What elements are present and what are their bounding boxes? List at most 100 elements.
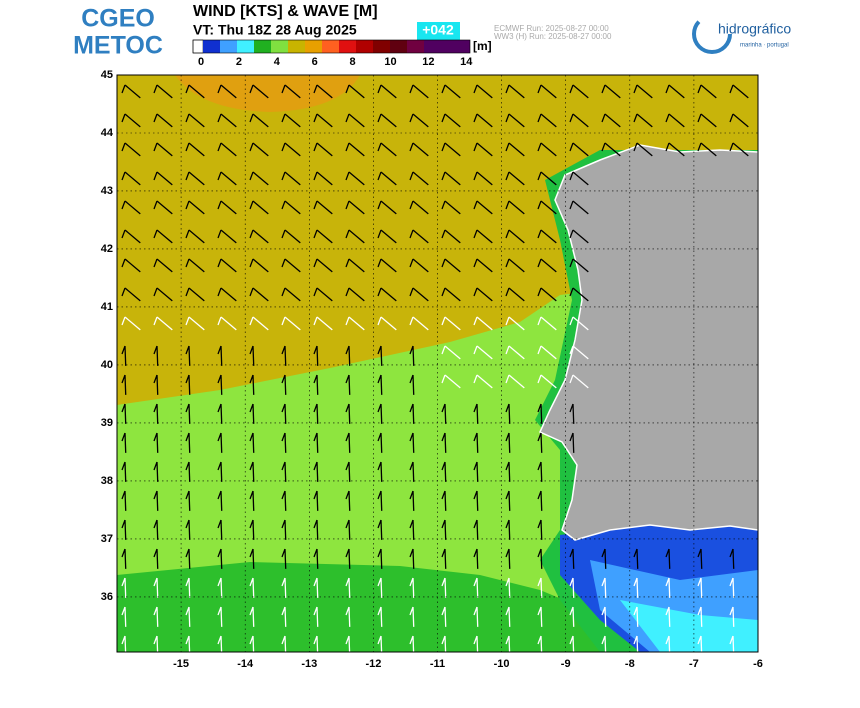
barb	[185, 374, 190, 384]
barb	[348, 316, 365, 331]
barb	[281, 171, 286, 181]
barb	[185, 635, 190, 645]
barb	[284, 635, 287, 656]
barb	[345, 606, 350, 616]
barb	[444, 374, 461, 389]
barb	[537, 519, 542, 529]
barb	[412, 113, 429, 128]
barb	[572, 171, 589, 186]
lat-label: 43	[101, 185, 113, 197]
barb	[444, 200, 461, 215]
barb	[348, 548, 351, 569]
barb	[441, 606, 446, 616]
barb	[537, 229, 542, 239]
barb	[732, 606, 735, 627]
barb	[316, 316, 333, 331]
barb	[633, 606, 638, 616]
barb	[665, 606, 670, 616]
barb	[313, 606, 318, 616]
barb	[729, 606, 734, 616]
barb	[380, 345, 383, 366]
barb	[377, 84, 382, 94]
run-info: ECMWF Run: 2025-08-27 00:00	[494, 24, 609, 33]
colorbar	[192, 39, 471, 54]
barb	[412, 374, 415, 395]
barb	[601, 635, 606, 645]
barb	[188, 142, 205, 157]
barb	[409, 403, 414, 413]
barb	[217, 287, 222, 297]
barb	[572, 200, 589, 215]
barb	[377, 432, 382, 442]
barb	[697, 577, 702, 587]
barb	[444, 461, 447, 482]
barb	[409, 519, 414, 529]
barb	[412, 606, 415, 627]
barb	[220, 403, 223, 424]
barb	[156, 606, 159, 627]
barb	[601, 84, 606, 94]
barb	[153, 374, 158, 384]
barb	[220, 316, 237, 331]
barb	[444, 635, 447, 656]
barb	[441, 142, 446, 152]
barb	[284, 403, 287, 424]
barb	[284, 374, 287, 395]
barb	[732, 548, 735, 569]
barb	[409, 113, 414, 123]
barb	[316, 403, 319, 424]
barb	[188, 432, 191, 453]
barb	[217, 345, 222, 355]
barb	[124, 577, 127, 598]
barb	[601, 548, 606, 558]
barb	[473, 316, 478, 326]
barb	[153, 461, 158, 471]
barb	[124, 345, 127, 366]
barb	[441, 461, 446, 471]
barb	[249, 461, 254, 471]
barb	[284, 171, 301, 186]
barb	[572, 84, 589, 99]
barb	[284, 84, 301, 99]
barb	[668, 113, 685, 128]
barb	[508, 548, 511, 569]
barb	[281, 577, 286, 587]
barb	[252, 287, 269, 302]
barb	[185, 142, 190, 152]
barb	[473, 142, 478, 152]
colorbar-label: 14	[460, 56, 473, 68]
barb	[380, 258, 397, 273]
barb	[377, 374, 382, 384]
barb	[316, 84, 333, 99]
barb	[124, 200, 141, 215]
barb	[281, 142, 286, 152]
barb	[633, 84, 638, 94]
barb	[537, 548, 542, 558]
barb	[313, 113, 318, 123]
barb	[217, 113, 222, 123]
barb	[444, 258, 461, 273]
barb	[732, 635, 735, 656]
barb	[252, 84, 269, 99]
barb	[505, 577, 510, 587]
barb	[572, 403, 575, 424]
barb	[284, 142, 301, 157]
barb	[220, 287, 237, 302]
barb	[604, 84, 621, 99]
colorbar-label: 8	[350, 56, 356, 68]
barb	[220, 84, 237, 99]
barb	[601, 606, 606, 616]
forecast-hour: +042	[422, 22, 454, 38]
barb	[153, 519, 158, 529]
barb	[185, 577, 190, 587]
barb	[249, 113, 254, 123]
barb	[412, 316, 429, 331]
barb	[505, 374, 510, 384]
barb	[281, 229, 286, 239]
barb	[220, 519, 223, 540]
barb	[249, 374, 254, 384]
barb	[217, 142, 222, 152]
logo-top: CGEO	[81, 5, 155, 33]
barb	[188, 287, 205, 302]
